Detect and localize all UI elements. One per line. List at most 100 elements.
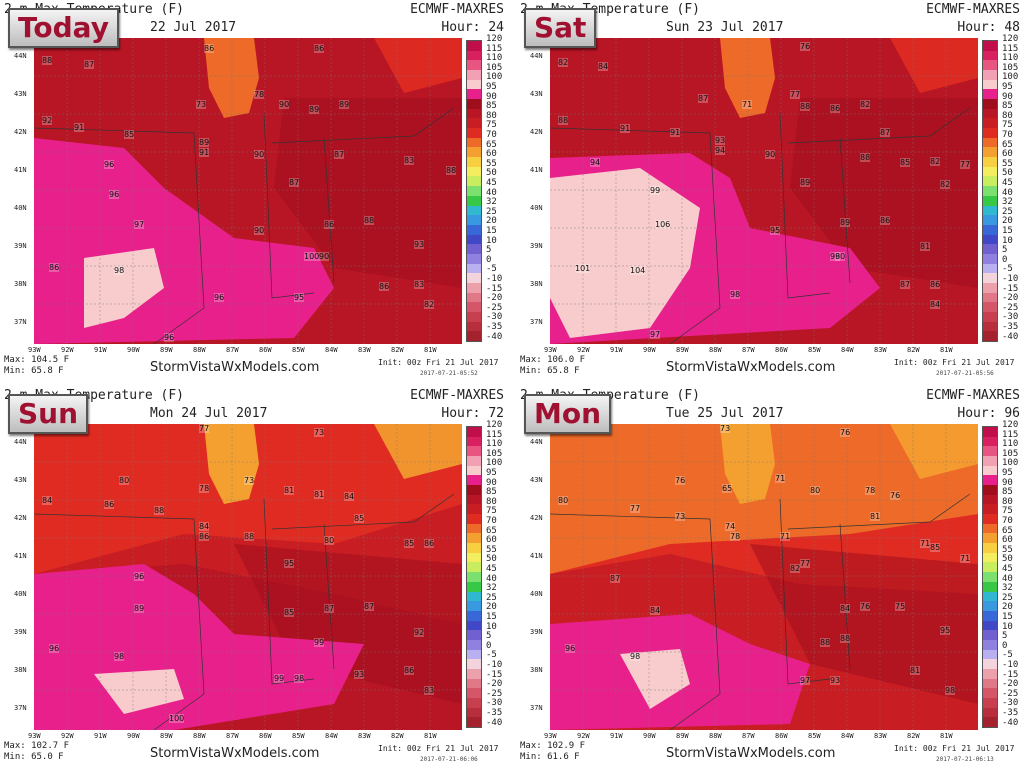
- colorbar-swatch: [983, 302, 997, 313]
- colorbar-swatch: [467, 60, 481, 71]
- colorbar-label: -5: [1002, 264, 1013, 275]
- latitude-label: 37N: [14, 318, 27, 326]
- colorbar-label: 80: [1002, 110, 1013, 121]
- temperature-map: 77 73 80 78 73 81 81 84 84 86 88 85 84 80 86 88 85 86 95 96…: [34, 424, 462, 730]
- colorbar-label: -10: [1002, 660, 1019, 670]
- temperature-value: 86: [830, 104, 841, 113]
- temperature-value: 89: [199, 138, 210, 147]
- temperature-value: 88: [364, 216, 375, 225]
- colorbar-swatch: [467, 234, 481, 245]
- longitude-label: 83W: [874, 346, 887, 354]
- colorbar-label: -40: [486, 331, 503, 342]
- latitude-label: 41N: [14, 552, 27, 560]
- longitude-label: 91W: [94, 346, 107, 354]
- colorbar-label: -20: [486, 293, 503, 304]
- longitude-label: 84W: [841, 346, 854, 354]
- colorbar-swatch: [983, 427, 997, 438]
- longitude-label: 84W: [325, 346, 338, 354]
- colorbar-swatch: [467, 253, 481, 265]
- colorbar-swatch: [467, 562, 481, 573]
- latitude-label: 44N: [530, 52, 543, 60]
- temperature-value: 86: [930, 280, 941, 289]
- colorbar-swatch: [983, 533, 997, 544]
- temperature-value: 86: [324, 220, 335, 229]
- min-value: Min: 61.6 F: [520, 752, 580, 762]
- colorbar-label: -25: [486, 688, 503, 699]
- temperature-value: 93: [414, 240, 425, 249]
- colorbar-swatch: [467, 331, 481, 342]
- longitude-label: 93W: [28, 346, 41, 354]
- colorbar-swatch: [983, 485, 997, 496]
- temperature-value: 100: [304, 252, 320, 261]
- longitude-label: 91W: [610, 732, 623, 740]
- model-name: ECMWF-MAXRES: [926, 2, 1020, 17]
- longitude-label: 82W: [907, 732, 920, 740]
- max-value: Max: 102.7 F: [4, 741, 70, 751]
- colorbar-label: 20: [486, 216, 497, 227]
- temperature-value: 93: [830, 676, 841, 685]
- colorbar-swatch: [983, 630, 997, 641]
- state-border: [839, 523, 851, 670]
- day-badge: Sat: [524, 8, 597, 48]
- temperature-value: 95: [770, 226, 781, 235]
- colorbar-swatch: [983, 137, 997, 148]
- colorbar-swatch: [983, 195, 997, 206]
- temperature-value: 86: [880, 216, 891, 225]
- colorbar-label: 50: [486, 554, 497, 565]
- colorbar-swatch: [467, 456, 481, 467]
- latitude-label: 37N: [14, 704, 27, 712]
- colorbar-label: 15: [1002, 612, 1013, 622]
- temperature-value: 73: [244, 476, 255, 485]
- longitude-label: 90W: [127, 346, 140, 354]
- day-badge: Today: [8, 8, 119, 48]
- max-value: Max: 102.9 F: [520, 741, 586, 751]
- colorbar-swatch: [983, 446, 997, 457]
- colorbar-swatch: [467, 128, 481, 139]
- colorbar-swatch: [467, 99, 481, 110]
- temperature-value: 73: [675, 512, 686, 521]
- latitude-label: 39N: [530, 242, 543, 250]
- temperature-value: 83: [424, 686, 435, 695]
- colorbar-swatch: [983, 581, 997, 592]
- temperature-value: 76: [800, 42, 811, 51]
- forecast-panel: 2 m Max Temperature (F)Tue 25 Jul 2017EC…: [516, 386, 1024, 768]
- colorbar-swatch: [467, 475, 481, 486]
- colorbar-swatch: [983, 707, 997, 718]
- day-badge: Mon: [524, 394, 612, 434]
- temperature-value: 77: [630, 504, 641, 513]
- longitude-label: 86W: [775, 732, 788, 740]
- temperature-value: 88: [820, 638, 831, 647]
- colorbar-swatch: [467, 282, 481, 294]
- temperature-value: 92: [414, 628, 425, 637]
- temperature-value: 81: [910, 666, 921, 675]
- longitude-label: 85W: [292, 732, 305, 740]
- lake-huron: [890, 424, 978, 479]
- colorbar-swatch: [467, 321, 481, 332]
- colorbar-swatch: [983, 273, 997, 284]
- colorbar-swatch: [983, 697, 997, 709]
- temperature-value: 88: [800, 102, 811, 111]
- temperature-value: 93: [715, 136, 726, 145]
- colorbar-label: 70: [486, 516, 497, 526]
- temperature-value: 87: [880, 128, 891, 137]
- colorbar-swatch: [983, 465, 997, 476]
- longitude-label: 91W: [610, 346, 623, 354]
- colorbar-label: 80: [486, 110, 497, 121]
- temperature-value: 86: [404, 666, 415, 675]
- temperature-value: 101: [575, 264, 591, 273]
- temperature-value: 84: [199, 522, 210, 531]
- colorbar-label: -5: [1002, 650, 1013, 661]
- panel-date: Mon 24 Jul 2017: [150, 406, 268, 421]
- state-border: [34, 127, 205, 344]
- colorbar-label: 105: [486, 62, 503, 73]
- colorbar-swatch: [983, 157, 997, 168]
- colorbar-swatch: [467, 186, 481, 197]
- temperature-value: 84: [840, 604, 851, 613]
- colorbar-label: 5: [486, 631, 492, 642]
- colorbar-swatch: [983, 601, 997, 612]
- temperature-value: 89: [134, 604, 145, 613]
- colorbar-swatch: [467, 485, 481, 496]
- longitude-label: 91W: [94, 732, 107, 740]
- longitude-label: 82W: [391, 346, 404, 354]
- colorbar-label: -5: [486, 650, 497, 661]
